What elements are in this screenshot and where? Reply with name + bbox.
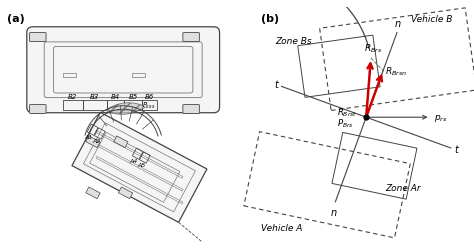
Text: t: t [455,145,458,154]
Text: B5: B5 [128,94,137,100]
Bar [124,101,142,111]
Text: Vehicle B: Vehicle B [410,15,452,24]
Text: B6: B6 [145,94,154,100]
Bar [63,73,75,77]
Text: n: n [395,19,401,29]
Polygon shape [86,136,100,148]
Text: t: t [274,80,278,90]
FancyBboxPatch shape [183,105,200,114]
Polygon shape [118,187,133,199]
Text: $R_{Brsn}$: $R_{Brsn}$ [385,65,408,78]
FancyBboxPatch shape [29,34,46,42]
Bar [142,101,157,111]
Text: B2: B2 [68,94,77,100]
Text: A5: A5 [137,163,145,168]
Text: Zone Ar: Zone Ar [385,183,421,192]
Text: B4: B4 [111,93,120,99]
Text: A1: A1 [85,135,93,140]
Text: Zone Bs: Zone Bs [275,37,312,46]
Text: $R_{Brst}$: $R_{Brst}$ [337,106,357,118]
FancyBboxPatch shape [29,105,46,114]
FancyBboxPatch shape [183,34,200,42]
Bar [132,73,145,77]
Text: $P_{kss}$: $P_{kss}$ [142,101,155,111]
Text: A2: A2 [92,139,100,144]
Text: Vehicle A: Vehicle A [261,223,303,232]
Text: $R_{Brs}$: $R_{Brs}$ [364,43,382,55]
Text: n: n [331,207,337,217]
Polygon shape [106,103,145,115]
Text: A4: A4 [130,159,138,164]
Bar [82,101,107,111]
Polygon shape [114,136,128,148]
FancyBboxPatch shape [27,28,219,113]
Polygon shape [72,113,207,223]
Text: (a): (a) [7,14,25,24]
Bar [63,101,82,111]
Text: $P_{Brs}$: $P_{Brs}$ [337,117,353,130]
Text: (b): (b) [261,14,279,24]
Bar [107,101,124,111]
Text: $p_{rs}$: $p_{rs}$ [434,112,447,123]
Polygon shape [86,187,100,199]
Text: B3: B3 [90,94,100,100]
